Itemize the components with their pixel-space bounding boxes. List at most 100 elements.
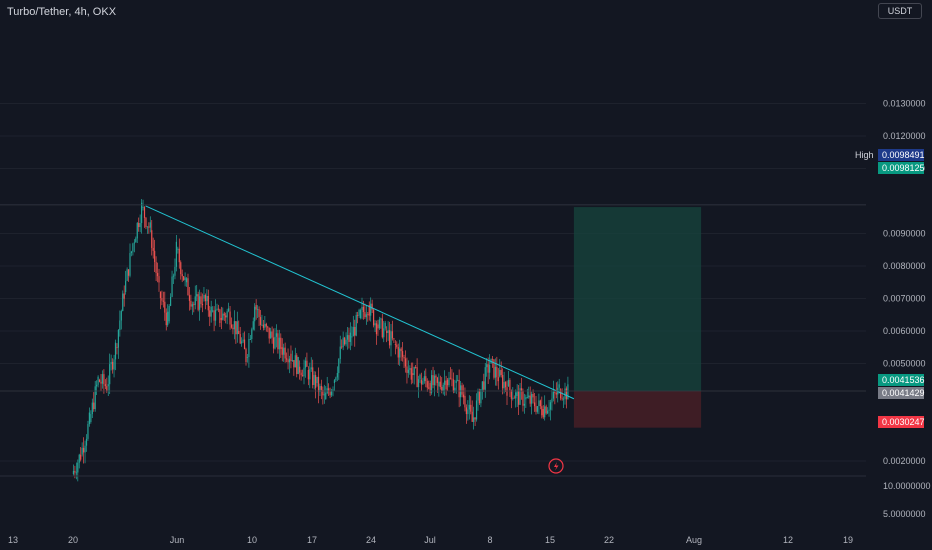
time-axis-label: 20	[68, 535, 78, 545]
candle-body	[190, 300, 192, 307]
candle-body	[91, 402, 93, 415]
candle-body	[141, 202, 143, 224]
candle-body	[109, 364, 111, 385]
price-axis[interactable]: 0.01300000.01200000.01100000.00900000.00…	[0, 99, 931, 520]
candle-body	[516, 390, 518, 396]
candle-body	[365, 314, 367, 318]
candle-body	[432, 375, 434, 386]
candle-body	[317, 376, 320, 393]
candle-body	[96, 384, 98, 387]
candle-body	[170, 296, 172, 306]
candle-body	[280, 337, 282, 349]
candle-body	[535, 406, 537, 412]
candle-body	[148, 226, 150, 228]
candle-body	[254, 306, 256, 322]
candle-body	[457, 379, 459, 381]
candle-body	[346, 335, 349, 340]
candle-body	[370, 303, 372, 316]
candle-body	[138, 222, 140, 228]
candle-body	[348, 335, 350, 342]
candle-body	[164, 301, 166, 313]
candle-body	[494, 366, 496, 378]
candle-body	[404, 358, 407, 367]
candle-body	[301, 375, 304, 377]
candle-body	[464, 396, 466, 408]
candle-body	[171, 276, 173, 297]
candle-body	[525, 397, 527, 400]
candle-body	[155, 261, 157, 274]
candle-body	[84, 445, 86, 453]
candle-body	[220, 318, 222, 320]
lightning-icon[interactable]	[548, 458, 564, 474]
candle-body	[100, 381, 102, 384]
candle-body	[510, 390, 512, 399]
candle-body	[468, 404, 470, 410]
candle-body	[291, 360, 293, 361]
price-tags: High 0.0098491 0.0098125 0.0041536 0.0041429…	[850, 149, 925, 428]
loss-zone[interactable]	[573, 391, 702, 428]
candle-body	[223, 313, 225, 316]
candle-body	[409, 368, 411, 370]
candle-body	[77, 462, 79, 473]
candle-body	[520, 388, 523, 392]
candle-body	[326, 388, 328, 393]
candle-body	[315, 375, 317, 388]
candle-body	[403, 357, 405, 359]
candle-body	[251, 329, 253, 340]
time-axis[interactable]: 13 20 Jun 10 17 24 Jul 8 15 22 Aug 12 19	[8, 535, 853, 545]
price-tag-value: 0.0098125	[882, 163, 925, 173]
candle-body	[407, 369, 409, 373]
candle-body	[319, 386, 321, 393]
resistance-trendline[interactable]	[145, 205, 575, 400]
candle-body	[158, 276, 160, 283]
candle-body	[349, 332, 351, 342]
candle-body	[249, 339, 251, 340]
candle-body	[412, 373, 414, 375]
candle-body	[375, 323, 378, 335]
candle-body	[529, 395, 531, 404]
candle-body	[204, 295, 206, 302]
candle-body	[277, 333, 279, 350]
candle-body	[135, 238, 137, 243]
candlestick-series	[72, 198, 569, 482]
candle-body	[458, 379, 460, 398]
candle-body	[509, 379, 511, 391]
candle-body	[429, 383, 431, 393]
candle-body	[152, 247, 154, 251]
candle-body	[368, 305, 370, 316]
candle-body	[313, 375, 315, 385]
candle-body	[542, 409, 544, 418]
candle-body	[165, 312, 167, 326]
time-axis-label: 13	[8, 535, 18, 545]
candle-body	[444, 380, 446, 385]
candle-body	[352, 326, 354, 337]
time-axis-label: 8	[487, 535, 492, 545]
candle-body	[465, 407, 467, 415]
candle-body	[323, 394, 325, 396]
candle-body	[187, 278, 189, 296]
long-position-tool[interactable]	[573, 207, 702, 428]
candle-body	[127, 269, 130, 276]
time-axis-label: 24	[366, 535, 376, 545]
price-axis-label: 0.0120000	[883, 131, 926, 141]
candle-body	[518, 390, 520, 405]
candle-body	[470, 404, 472, 412]
candle-body	[104, 384, 106, 387]
candle-body	[296, 355, 298, 374]
currency-selector[interactable]: USDT	[878, 3, 922, 19]
candle-body	[551, 398, 553, 403]
candle-body	[167, 311, 169, 326]
price-tag-value: 0.0030247	[882, 417, 925, 427]
candle-body	[312, 367, 314, 385]
candle-body	[139, 223, 141, 228]
candle-body	[133, 242, 135, 244]
candle-body	[101, 374, 104, 384]
candle-body	[232, 327, 234, 330]
trendline[interactable]	[145, 205, 575, 400]
candle-body	[362, 306, 365, 313]
candle-body	[214, 309, 217, 321]
candle-body	[181, 274, 183, 277]
candle-body	[283, 347, 285, 355]
profit-zone[interactable]	[573, 207, 702, 392]
